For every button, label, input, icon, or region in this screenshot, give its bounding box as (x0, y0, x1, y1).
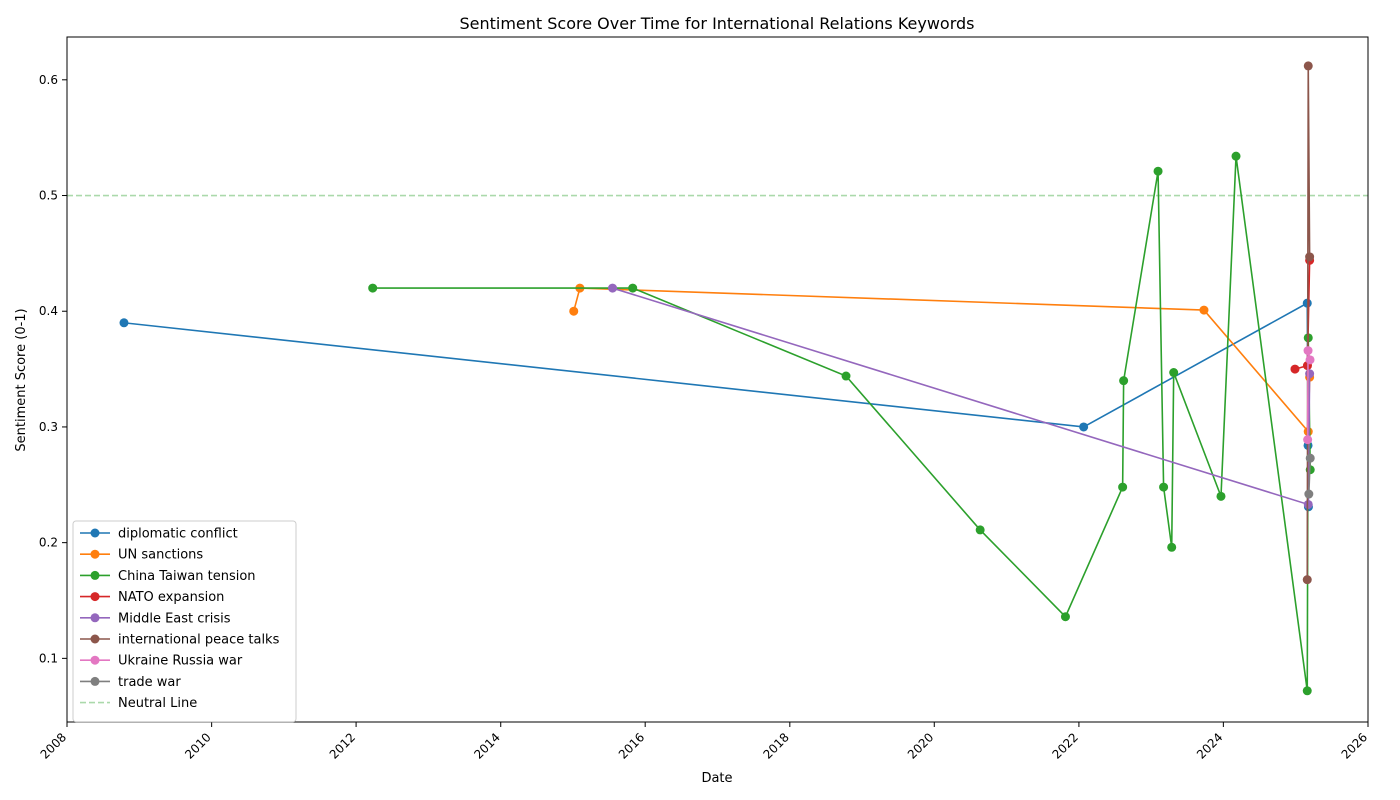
legend-swatch-marker (90, 592, 100, 602)
data-point (1079, 422, 1089, 432)
x-tick-label: 2014 (471, 730, 502, 761)
data-point (1305, 453, 1315, 463)
data-point (1118, 482, 1128, 492)
series-line (1308, 458, 1312, 495)
data-point (1303, 346, 1313, 356)
data-point (1305, 369, 1315, 379)
data-point (1060, 612, 1070, 622)
series-1 (569, 283, 1315, 437)
data-point (1305, 252, 1315, 262)
legend-swatch-marker (90, 676, 100, 686)
chart-title: Sentiment Score Over Time for Internatio… (459, 14, 974, 33)
data-point (368, 283, 378, 293)
y-tick-label: 0.2 (39, 536, 58, 550)
y-tick-label: 0.4 (39, 304, 58, 318)
data-point (1231, 151, 1241, 161)
x-tick-label: 2008 (38, 730, 69, 761)
data-point (119, 318, 129, 328)
data-point (1169, 368, 1179, 378)
data-point (608, 283, 618, 293)
plot-frame (66, 36, 1369, 723)
y-tick-label: 0.3 (39, 420, 58, 434)
data-point (1216, 491, 1226, 501)
series-7 (1304, 453, 1315, 499)
y-axis-ticks: 0.1 0.2 0.3 0.4 0.5 0.6 (39, 73, 67, 665)
series-line (372, 156, 1312, 691)
x-axis-label: Date (701, 771, 732, 786)
series-0 (119, 298, 1313, 512)
x-tick-label: 2012 (327, 730, 358, 761)
x-tick-label: 2026 (1339, 730, 1370, 761)
data-point (1303, 61, 1313, 71)
legend-label: China Taiwan tension (118, 569, 256, 584)
x-axis-ticks: 2008 2010 2012 2014 2016 2018 2020 2022 2024 2026 (38, 722, 1370, 762)
legend-label: trade war (118, 675, 181, 690)
legend-swatch-marker (90, 549, 100, 559)
series-6 (1303, 346, 1315, 445)
data-point (1199, 305, 1209, 315)
legend: diplomatic conflict UN sanctions China Tai… (72, 520, 297, 723)
data-point (1303, 499, 1313, 509)
legend-label: diplomatic conflict (118, 527, 238, 542)
legend-label: international peace talks (118, 633, 280, 648)
data-point (975, 525, 985, 535)
data-point (841, 371, 851, 381)
data-point (1119, 376, 1129, 386)
x-tick-label: 2022 (1050, 730, 1081, 761)
legend-box (72, 520, 297, 723)
legend-swatch-marker (90, 570, 100, 580)
x-tick-label: 2024 (1194, 730, 1225, 761)
legend-swatch-marker (90, 634, 100, 644)
data-point (1290, 364, 1300, 374)
series-4 (608, 283, 1315, 509)
legend-swatch-marker (90, 655, 100, 665)
series-line (612, 287, 1311, 506)
legend-swatch-marker (90, 528, 100, 538)
data-point (1167, 542, 1177, 552)
data-point (1153, 166, 1163, 176)
data-point (628, 283, 638, 293)
legend-swatch-marker (90, 613, 100, 623)
series-2 (368, 151, 1315, 696)
y-tick-label: 0.6 (39, 73, 58, 87)
legend-label: Ukraine Russia war (118, 654, 243, 669)
legend-label: Neutral Line (118, 696, 197, 711)
data-point (569, 306, 579, 316)
data-point (1304, 489, 1314, 499)
y-tick-label: 0.5 (39, 189, 58, 203)
legend-label: UN sanctions (118, 548, 203, 563)
x-tick-label: 2016 (616, 730, 647, 761)
data-point (1159, 482, 1169, 492)
x-tick-label: 2010 (182, 730, 213, 761)
data-point (1302, 686, 1312, 696)
data-point (1302, 575, 1312, 585)
legend-label: NATO expansion (118, 590, 224, 605)
y-axis-label: Sentiment Score (0-1) (14, 308, 29, 451)
data-point (1303, 435, 1313, 445)
x-tick-label: 2020 (905, 730, 936, 761)
data-point (1305, 355, 1315, 365)
y-tick-label: 0.1 (39, 651, 58, 665)
legend-label: Middle East crisis (118, 611, 231, 626)
x-tick-label: 2018 (760, 730, 791, 761)
